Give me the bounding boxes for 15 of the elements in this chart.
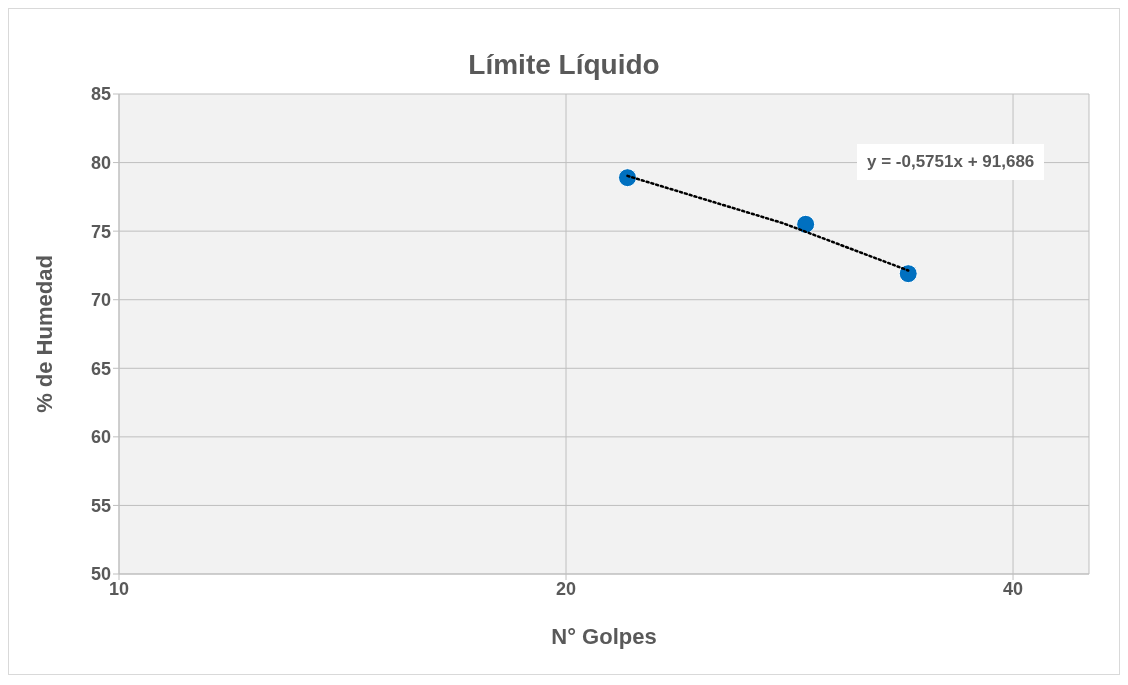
y-tick-label: 80: [90, 152, 111, 173]
x-axis-title: N° Golpes: [551, 624, 657, 649]
annotation: y = -0,5751x + 91,686: [857, 144, 1045, 180]
y-tick-label: 60: [90, 427, 111, 448]
x-tick-label: 20: [556, 578, 577, 599]
y-tick-label: 75: [90, 221, 111, 242]
x-tick-label: 40: [1003, 578, 1024, 599]
y-tick-label: 55: [90, 495, 111, 516]
y-tick-label: 50: [90, 564, 111, 585]
y-tick-label: 65: [90, 358, 111, 379]
y-axis-title: % de Humedad: [31, 255, 57, 413]
chart-title: Límite Líquido: [467, 49, 661, 81]
x-tick-label: 10: [108, 578, 130, 599]
y-tick-label: 85: [90, 84, 111, 105]
y-tick-label: 70: [90, 290, 111, 311]
